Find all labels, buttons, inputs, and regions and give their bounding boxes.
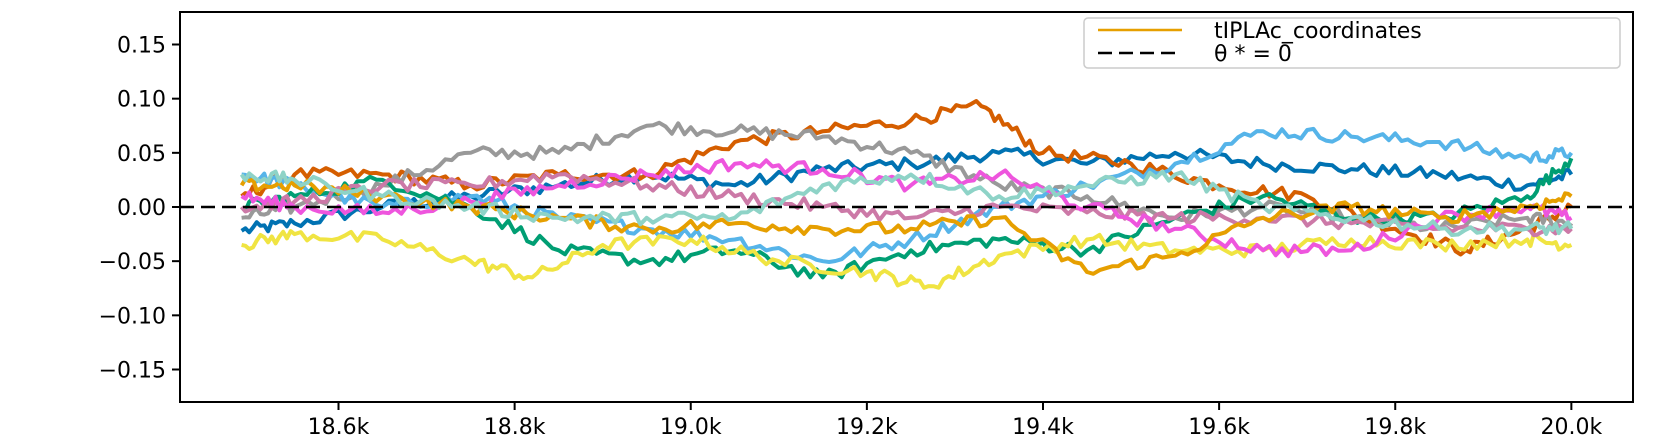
series-line-9 <box>239 169 1574 238</box>
y-tick-label-5: −0.10 <box>99 304 166 329</box>
series-line-5 <box>241 229 1573 290</box>
x-tick-label-4: 19.4k <box>1012 415 1074 436</box>
legend-box <box>1083 17 1621 69</box>
y-tick-label-6: −0.15 <box>99 359 166 384</box>
y-tick-label-3: 0.00 <box>117 196 166 221</box>
y-tick-label-4: −0.05 <box>99 250 166 275</box>
legend-label-tiplac: tIPLAc_coordinates <box>1214 19 1422 44</box>
x-tick-label-0: 18.6k <box>308 415 370 436</box>
x-tick-label-6: 19.8k <box>1364 415 1426 436</box>
x-tick-label-2: 19.0k <box>660 415 722 436</box>
series-line-6 <box>240 171 1573 238</box>
x-tick-label-5: 19.6k <box>1188 415 1250 436</box>
x-tick-label-7: 20.0k <box>1540 415 1602 436</box>
y-tick-label-0: 0.15 <box>117 34 166 59</box>
legend-label-theta: θ * = 0 <box>1214 42 1292 67</box>
legend: tIPLAc_coordinates θ * = 0 <box>1083 17 1621 69</box>
y-tick-label-1: 0.10 <box>117 88 166 113</box>
series-layer <box>239 99 1574 290</box>
y-axis: 0.15 0.10 0.05 0.00 −0.05 −0.10 −0.15 <box>99 34 180 384</box>
x-axis: 18.6k 18.8k 19.0k 19.2k 19.4k 19.6k 19.8k 20.0k <box>308 402 1602 436</box>
x-tick-label-3: 19.2k <box>836 415 898 436</box>
x-tick-label-1: 18.8k <box>484 415 546 436</box>
y-tick-label-2: 0.05 <box>117 142 166 167</box>
